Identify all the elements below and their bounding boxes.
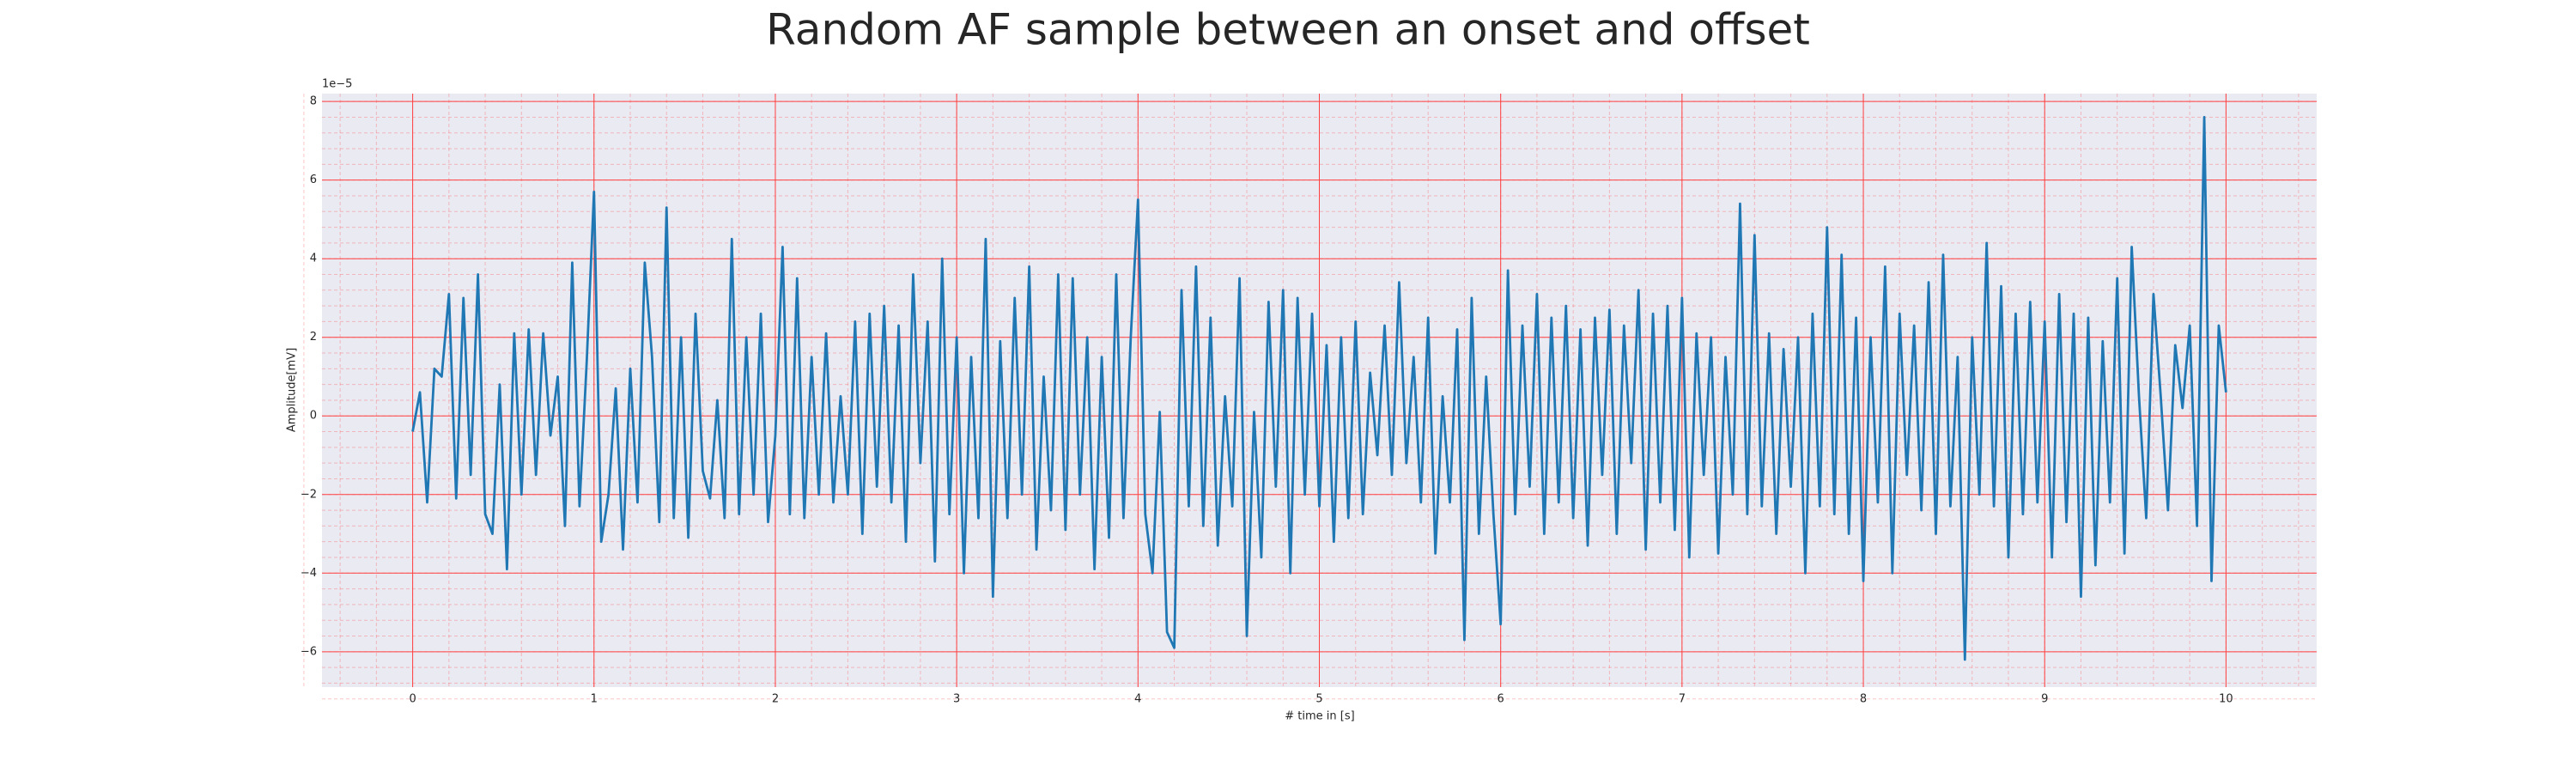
x-tick-label: 0 [409,693,416,706]
y-tick-label: 4 [310,253,317,265]
x-tick-label: 7 [1679,693,1686,706]
x-tick-label: 9 [2041,693,2048,706]
x-tick-label: 5 [1315,693,1322,706]
y-tick-label: 8 [310,95,317,108]
y-tick-label: 0 [310,410,317,423]
x-tick-label: 2 [772,693,779,706]
y-tick-label: −4 [301,567,317,580]
x-tick-label: 10 [2219,693,2233,706]
x-tick-label: 1 [591,693,598,706]
x-tick-label: 6 [1498,693,1504,706]
y-offset-label: 1e−5 [322,78,352,91]
data-line [411,116,2227,661]
y-tick-label: 2 [310,331,317,344]
x-axis-label: # time in [s] [1285,710,1354,723]
x-tick-label: 3 [953,693,960,706]
y-tick-label: −6 [301,645,317,658]
x-tick-label: 8 [1860,693,1867,706]
y-axis-label: Amplitude[mV] [286,348,299,432]
x-tick-label: 4 [1134,693,1141,706]
chart-title: Random AF sample between an onset and of… [766,5,1810,55]
y-tick-label: 6 [310,173,317,186]
y-tick-label: −2 [301,488,317,501]
